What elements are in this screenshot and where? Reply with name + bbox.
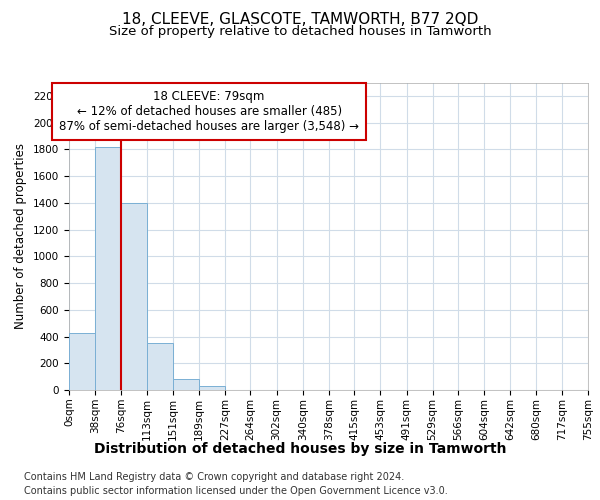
Bar [146, 343, 173, 390]
Bar [173, 380, 199, 390]
Text: Contains public sector information licensed under the Open Government Licence v3: Contains public sector information licen… [24, 486, 448, 496]
Bar [199, 386, 225, 390]
Y-axis label: Number of detached properties: Number of detached properties [14, 143, 28, 329]
Bar [69, 332, 95, 390]
Text: Distribution of detached houses by size in Tamworth: Distribution of detached houses by size … [94, 442, 506, 456]
Text: 18, CLEEVE, GLASCOTE, TAMWORTH, B77 2QD: 18, CLEEVE, GLASCOTE, TAMWORTH, B77 2QD [122, 12, 478, 28]
Text: Size of property relative to detached houses in Tamworth: Size of property relative to detached ho… [109, 25, 491, 38]
Bar [95, 146, 121, 390]
Bar [121, 203, 146, 390]
Text: Contains HM Land Registry data © Crown copyright and database right 2024.: Contains HM Land Registry data © Crown c… [24, 472, 404, 482]
Text: 18 CLEEVE: 79sqm
← 12% of detached houses are smaller (485)
87% of semi-detached: 18 CLEEVE: 79sqm ← 12% of detached house… [59, 90, 359, 133]
